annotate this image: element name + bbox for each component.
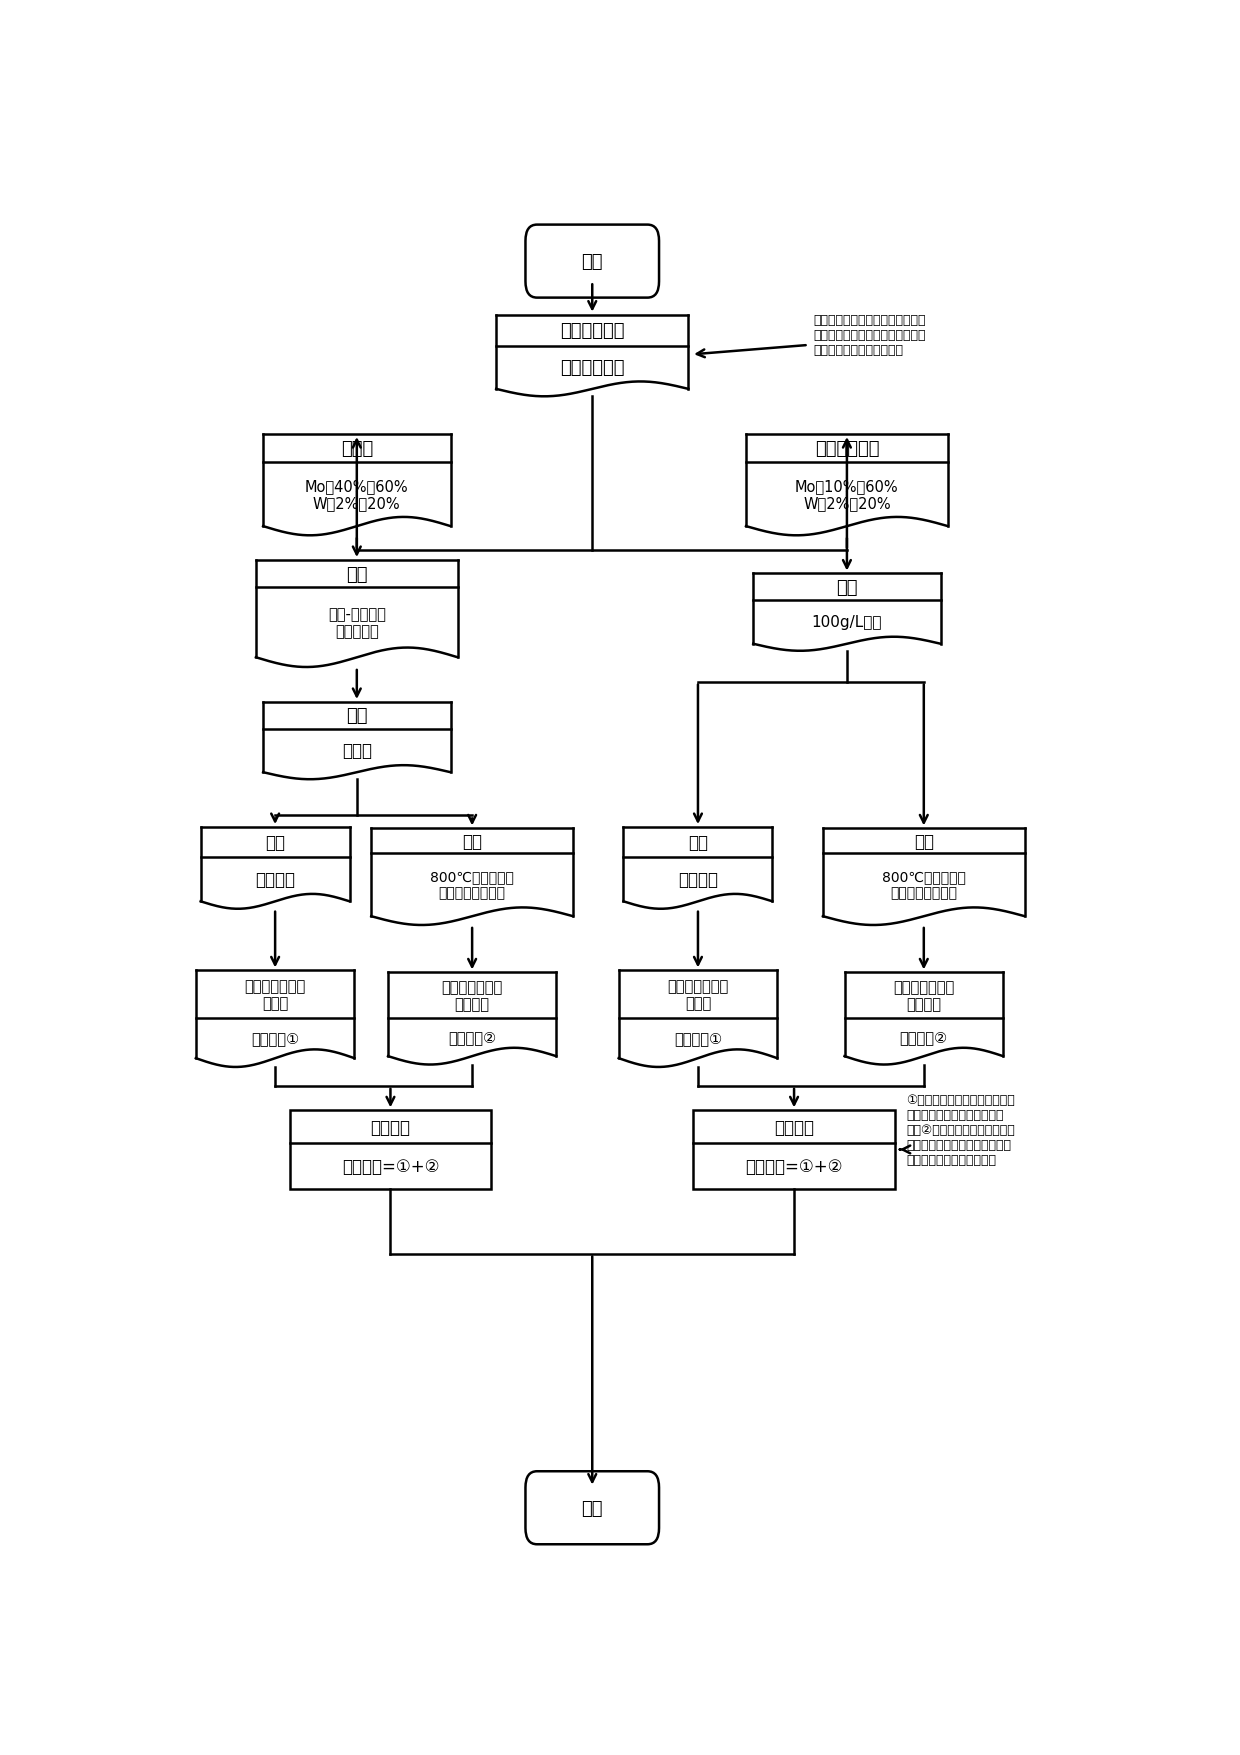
Text: 碱浸: 碱浸 <box>836 579 858 597</box>
Text: 100g/L液碱: 100g/L液碱 <box>812 614 882 630</box>
Text: 滤液: 滤液 <box>688 834 708 851</box>
Polygon shape <box>255 560 458 658</box>
Text: 酸溢: 酸溢 <box>346 565 367 583</box>
Polygon shape <box>753 574 941 644</box>
Text: 结束: 结束 <box>582 1499 603 1516</box>
Text: 检测结果①: 检测结果① <box>250 1030 299 1046</box>
Text: 滤液稀释: 滤液稀释 <box>678 870 718 888</box>
Text: 加测完毕: 加测完毕 <box>774 1118 815 1135</box>
Text: 检测结果②: 检测结果② <box>448 1030 496 1044</box>
Text: 可见光分光度计
比色检测: 可见光分光度计 比色检测 <box>441 979 502 1011</box>
Bar <box>290 1111 491 1188</box>
Text: 浓氨水: 浓氨水 <box>342 742 372 760</box>
Text: 可见光分光度计
比色检测: 可见光分光度计 比色检测 <box>893 979 955 1011</box>
Text: 样品取样制样: 样品取样制样 <box>560 360 625 377</box>
Text: 祈酸-氯酸鐗饱
和溶液溶解: 祈酸-氯酸鐗饱 和溶液溶解 <box>327 607 386 639</box>
Text: 全差示分光光度
计检测: 全差示分光光度 计检测 <box>244 978 306 1011</box>
Text: 高鹨馒回收料包含馒焙砂、馒酸、
馒酸钓。由于物料的性质不同，将
采取两种不同的前处理过程: 高鹨馒回收料包含馒焙砂、馒酸、 馒酸钓。由于物料的性质不同，将 采取两种不同的前… <box>813 314 926 356</box>
Polygon shape <box>746 435 947 526</box>
Text: 加测完毕: 加测完毕 <box>371 1118 410 1135</box>
Polygon shape <box>619 971 777 1058</box>
Text: 馒酸、馒酸钓: 馒酸、馒酸钓 <box>815 441 879 458</box>
Bar <box>693 1111 895 1188</box>
Text: ①全差示分光光度计检测有效避
免了高含量鹨对总馒测定的干
扰。②对前处理过程的渣，由于
仍然含有少量馒，通过分光光度
计检测进行补证馒的含量。: ①全差示分光光度计检测有效避 免了高含量鹨对总馒测定的干 扰。②对前处理过程的渣… <box>906 1093 1016 1165</box>
Text: 全差示分光光度
计检测: 全差示分光光度 计检测 <box>667 978 729 1011</box>
Polygon shape <box>624 828 773 902</box>
Polygon shape <box>496 316 688 390</box>
Text: Mo：10%～60%
W：2%～20%: Mo：10%～60% W：2%～20% <box>795 479 899 511</box>
Text: 滤液稀释: 滤液稀释 <box>255 870 295 888</box>
Text: 高鹨馒回收料: 高鹨馒回收料 <box>560 321 625 340</box>
Text: 滤渣: 滤渣 <box>463 832 482 849</box>
Text: 滤液: 滤液 <box>265 834 285 851</box>
Text: 开始: 开始 <box>582 253 603 270</box>
Text: 800℃无水碳酸钓
和氧化锡高温浸取: 800℃无水碳酸钓 和氧化锡高温浸取 <box>430 870 515 900</box>
Text: 氨浸: 氨浸 <box>346 707 367 725</box>
Polygon shape <box>263 435 450 526</box>
Polygon shape <box>263 702 450 772</box>
Text: Mo：40%～60%
W：2%～20%: Mo：40%～60% W：2%～20% <box>305 479 409 511</box>
Polygon shape <box>823 828 1024 916</box>
Text: 检测结果=①+②: 检测结果=①+② <box>745 1157 843 1176</box>
Text: 馒焙砂: 馒焙砂 <box>341 441 373 458</box>
Polygon shape <box>844 972 1003 1057</box>
FancyBboxPatch shape <box>526 225 658 298</box>
FancyBboxPatch shape <box>526 1471 658 1544</box>
Polygon shape <box>196 971 355 1058</box>
Polygon shape <box>201 828 350 902</box>
Polygon shape <box>371 828 573 916</box>
Text: 检测结果=①+②: 检测结果=①+② <box>342 1157 439 1176</box>
Text: 800℃无水碳酸钓
和氧化锡高温浸取: 800℃无水碳酸钓 和氧化锡高温浸取 <box>882 870 966 900</box>
Text: 滤渣: 滤渣 <box>914 832 934 849</box>
Text: 检测结果①: 检测结果① <box>673 1030 722 1046</box>
Polygon shape <box>388 972 557 1057</box>
Text: 检测结果②: 检测结果② <box>900 1030 947 1044</box>
